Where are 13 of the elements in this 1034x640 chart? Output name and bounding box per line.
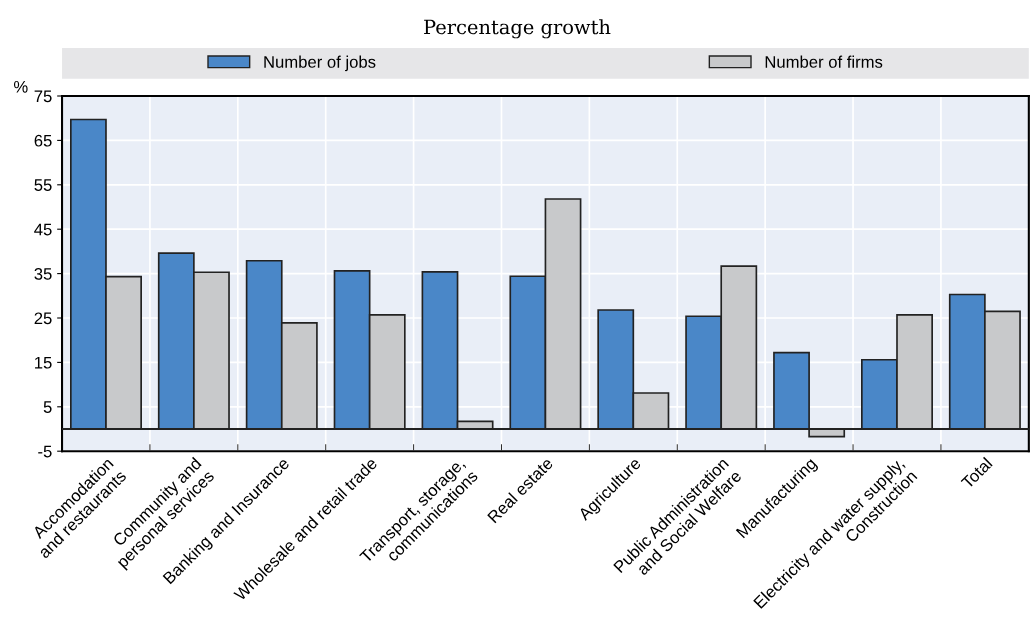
legend-label: Number of jobs bbox=[264, 55, 376, 72]
chart-title: Percentage growth bbox=[424, 19, 611, 39]
y-tick-label: -5 bbox=[38, 445, 52, 458]
y-tick-label: 65 bbox=[34, 134, 52, 147]
y-tick-label: 55 bbox=[34, 179, 52, 191]
y-tick-label: 45 bbox=[34, 223, 52, 236]
y-tick-label: 15 bbox=[35, 356, 52, 369]
y-tick-label: 35 bbox=[34, 268, 52, 280]
legend-label: Number of firms bbox=[765, 55, 883, 68]
y-tick-label: 75 bbox=[34, 90, 52, 103]
y-axis-title: % bbox=[13, 80, 28, 93]
y-tick-label: 5 bbox=[43, 401, 52, 413]
y-tick-label: 25 bbox=[34, 312, 52, 325]
